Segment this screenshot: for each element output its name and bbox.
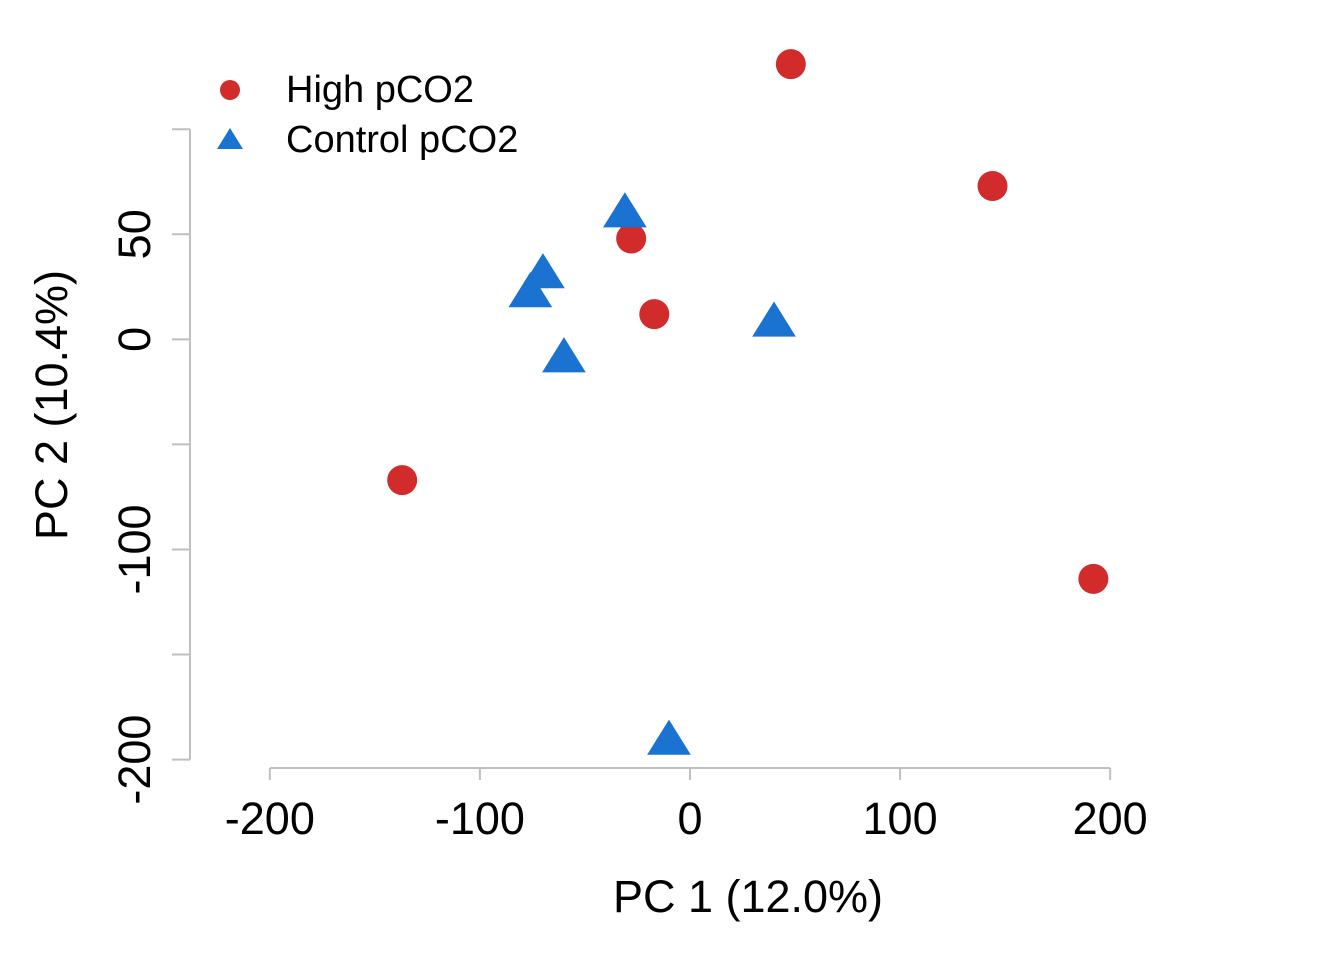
point	[647, 719, 691, 755]
point	[603, 192, 647, 228]
point	[977, 170, 1008, 201]
point	[508, 272, 553, 308]
y-axis-label: PC 2 (10.4%)	[26, 270, 77, 540]
legend-label: High pCO2	[286, 69, 474, 111]
x-tick-label: 0	[677, 793, 702, 844]
legend-marker	[220, 80, 240, 100]
y-tick-label: 50	[109, 209, 160, 259]
y-tick-label: -100	[109, 504, 160, 594]
y-tick-label: -200	[109, 715, 160, 805]
legend-label: Control pCO2	[286, 119, 518, 161]
legend-marker	[217, 128, 243, 149]
point	[1078, 563, 1109, 594]
point	[752, 301, 796, 337]
point	[542, 337, 586, 373]
point	[387, 465, 418, 496]
x-tick-label: -200	[225, 793, 315, 844]
x-tick-label: 100	[863, 793, 938, 844]
point	[616, 223, 647, 254]
point	[639, 299, 670, 330]
y-tick-label: 0	[109, 327, 160, 352]
point	[775, 49, 806, 80]
x-axis-label: PC 1 (12.0%)	[613, 871, 883, 922]
x-tick-label: -100	[435, 793, 525, 844]
x-tick-label: 200	[1073, 793, 1148, 844]
